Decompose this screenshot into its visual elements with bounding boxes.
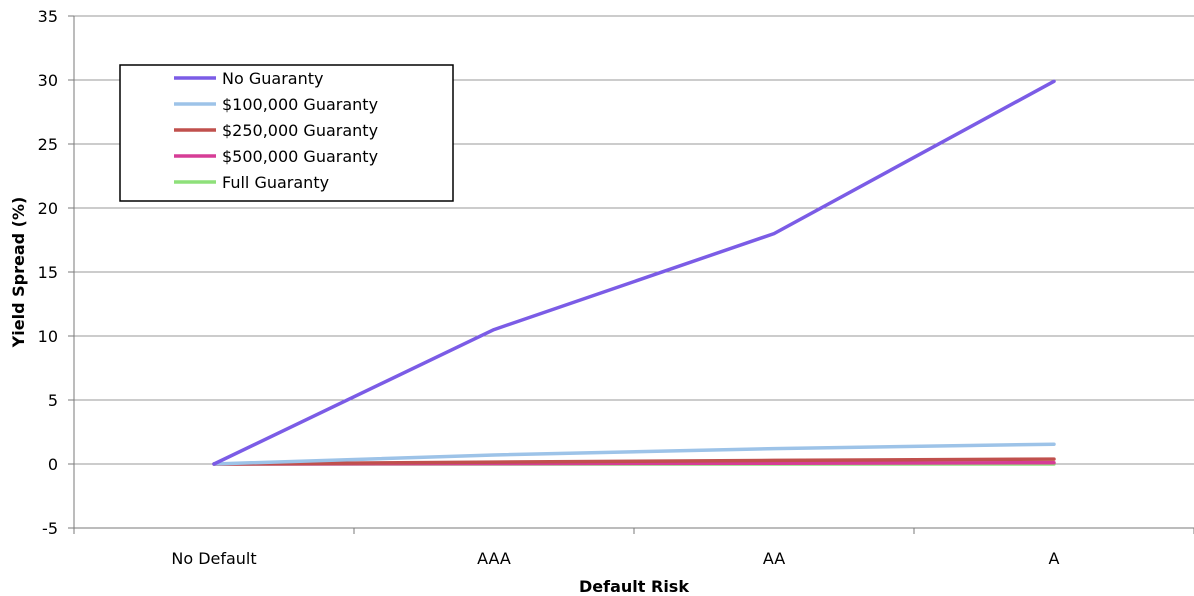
y-tick-label: 0 [48, 455, 58, 474]
y-axis-title: Yield Spread (%) [9, 197, 28, 349]
y-tick-label: 35 [38, 7, 58, 26]
legend: No Guaranty $100,000 Guaranty $250,000 Gua… [119, 64, 454, 202]
x-tick-label: AA [763, 549, 785, 568]
y-tick-label: 10 [38, 327, 58, 346]
y-tick-label: 5 [48, 391, 58, 410]
legend-label: $500,000 Guaranty [222, 147, 378, 166]
y-tick-label: 20 [38, 199, 58, 218]
y-tick-label: 15 [38, 263, 58, 282]
x-tick-label: No Default [171, 549, 256, 568]
legend-label: Full Guaranty [222, 173, 329, 192]
y-tick-label: 30 [38, 71, 58, 90]
legend-label: $100,000 Guaranty [222, 95, 378, 114]
x-axis-ticks: No Default AAA AA A [73, 528, 1194, 568]
series-line-2 [212, 457, 1056, 466]
x-tick-label: A [1049, 549, 1060, 568]
legend-label: No Guaranty [222, 69, 323, 88]
y-tick-label: 25 [38, 135, 58, 154]
x-axis-title: Default Risk [579, 577, 689, 596]
series-line-1 [212, 442, 1056, 466]
legend-box [119, 64, 454, 202]
series-lines [212, 79, 1056, 466]
x-tick-label: AAA [477, 549, 511, 568]
series-line-0 [212, 79, 1056, 466]
legend-label: $250,000 Guaranty [222, 121, 378, 140]
y-tick-label: -5 [42, 519, 58, 538]
y-axis-ticks: -5 0 5 10 15 20 25 30 35 [38, 7, 74, 538]
